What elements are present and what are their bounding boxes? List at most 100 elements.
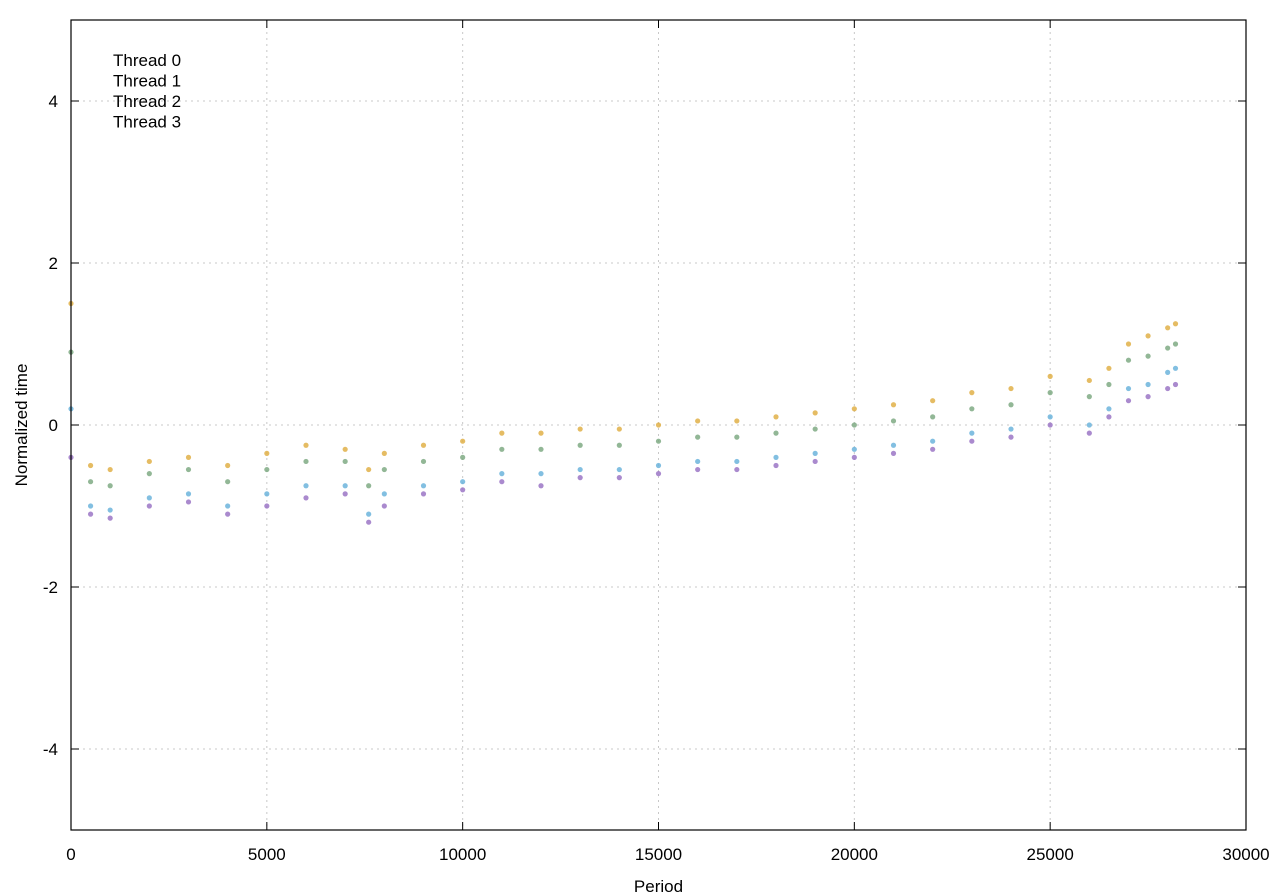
scatter-point <box>342 446 348 452</box>
legend-label: Thread 1 <box>113 72 181 91</box>
x-tick-label: 0 <box>66 845 75 864</box>
scatter-point <box>1047 373 1053 379</box>
scatter-point <box>812 458 818 465</box>
scatter-point <box>381 491 387 497</box>
scatter-point <box>1086 394 1092 400</box>
scatter-point <box>695 466 701 473</box>
scatter-point <box>538 430 544 436</box>
scatter-point <box>185 491 192 497</box>
scatter-point <box>1145 394 1151 400</box>
scatter-point <box>185 466 192 473</box>
scatter-point <box>655 462 662 469</box>
scatter-point <box>264 466 270 473</box>
y-tick-label: -4 <box>43 740 58 759</box>
scatter-point <box>734 458 740 465</box>
x-tick-label: 20000 <box>831 845 878 864</box>
scatter-point <box>1086 422 1092 428</box>
scatter-point <box>87 479 94 485</box>
scatter-point <box>499 471 505 477</box>
scatter-point <box>366 483 372 489</box>
scatter-point <box>460 454 466 460</box>
scatter-point <box>695 458 701 465</box>
x-axis-title: Period <box>634 877 683 896</box>
scatter-point <box>773 430 779 436</box>
scatter-point <box>366 519 372 525</box>
scatter-point <box>1008 385 1014 392</box>
scatter-point <box>87 503 94 509</box>
series-0-points <box>68 381 1179 525</box>
scatter-point <box>107 507 113 513</box>
scatter-point <box>1172 341 1179 347</box>
scatter-point <box>146 471 152 477</box>
x-tick-label: 10000 <box>439 845 486 864</box>
scatter-point <box>1106 414 1112 420</box>
scatter-point <box>146 458 152 465</box>
scatter-point <box>1047 390 1053 396</box>
y-tick-label: 4 <box>49 92 58 111</box>
scatter-point <box>225 503 231 509</box>
scatter-point <box>87 511 94 517</box>
scatter-point <box>342 483 348 489</box>
scatter-point <box>1008 402 1014 408</box>
legend-label: Thread 0 <box>113 51 181 70</box>
y-tick-label: -2 <box>43 578 58 597</box>
scatter-point <box>851 454 857 460</box>
scatter-point <box>1047 414 1053 420</box>
scatter-point <box>616 442 622 448</box>
scatter-point <box>225 462 231 469</box>
scatter-point <box>1172 381 1179 388</box>
scatter-point <box>890 418 897 424</box>
axis-ticks: 0 5000 10000 15000 20000 25000 30000 -4 -2 0 2 4 <box>43 20 1270 864</box>
scatter-point <box>185 454 192 460</box>
scatter-point <box>812 450 818 456</box>
scatter-point <box>225 479 231 485</box>
scatter-point <box>734 466 740 473</box>
scatter-point <box>303 442 309 448</box>
scatter-point <box>773 454 779 460</box>
y-tick-label: 0 <box>49 416 58 435</box>
x-tick-label: 5000 <box>248 845 286 864</box>
scatter-point <box>87 462 94 469</box>
scatter-point <box>420 483 427 489</box>
x-tick-label: 30000 <box>1222 845 1269 864</box>
scatter-point <box>366 511 372 517</box>
scatter-point <box>930 438 936 444</box>
scatter-point <box>695 434 701 440</box>
scatter-point <box>185 499 192 505</box>
scatter-point <box>616 475 622 481</box>
scatter-point <box>616 426 622 432</box>
scatter-point <box>366 466 372 473</box>
scatter-point <box>420 442 427 448</box>
legend-label: Thread 3 <box>113 113 181 132</box>
scatter-point <box>499 446 505 452</box>
series-1-points <box>68 365 1179 517</box>
scatter-point <box>930 398 936 404</box>
x-tick-label: 25000 <box>1027 845 1074 864</box>
scatter-point <box>577 426 583 432</box>
scatter-point <box>1172 321 1179 327</box>
scatter-point <box>146 495 152 501</box>
scatter-point <box>460 438 466 444</box>
scatter-point <box>1106 406 1112 412</box>
scatter-point <box>264 491 270 497</box>
scatter-point <box>538 446 544 452</box>
scatter-point <box>225 511 231 517</box>
scatter-point <box>1165 385 1171 392</box>
scatter-point <box>734 418 740 424</box>
scatter-point <box>969 390 975 396</box>
scatter-point <box>930 414 936 420</box>
scatter-point <box>969 438 975 444</box>
scatter-point <box>264 450 270 456</box>
scatter-point <box>930 446 936 452</box>
scatter-point <box>1165 369 1171 375</box>
y-axis-title: Normalized time <box>12 364 31 487</box>
scatter-point <box>890 442 897 448</box>
scatter-point <box>1172 365 1179 371</box>
scatter-point <box>303 495 309 501</box>
scatter-point <box>851 422 857 428</box>
scatter-point <box>460 487 466 493</box>
scatter-point <box>264 503 270 509</box>
scatter-point <box>1125 398 1132 404</box>
scatter-point <box>890 450 897 456</box>
